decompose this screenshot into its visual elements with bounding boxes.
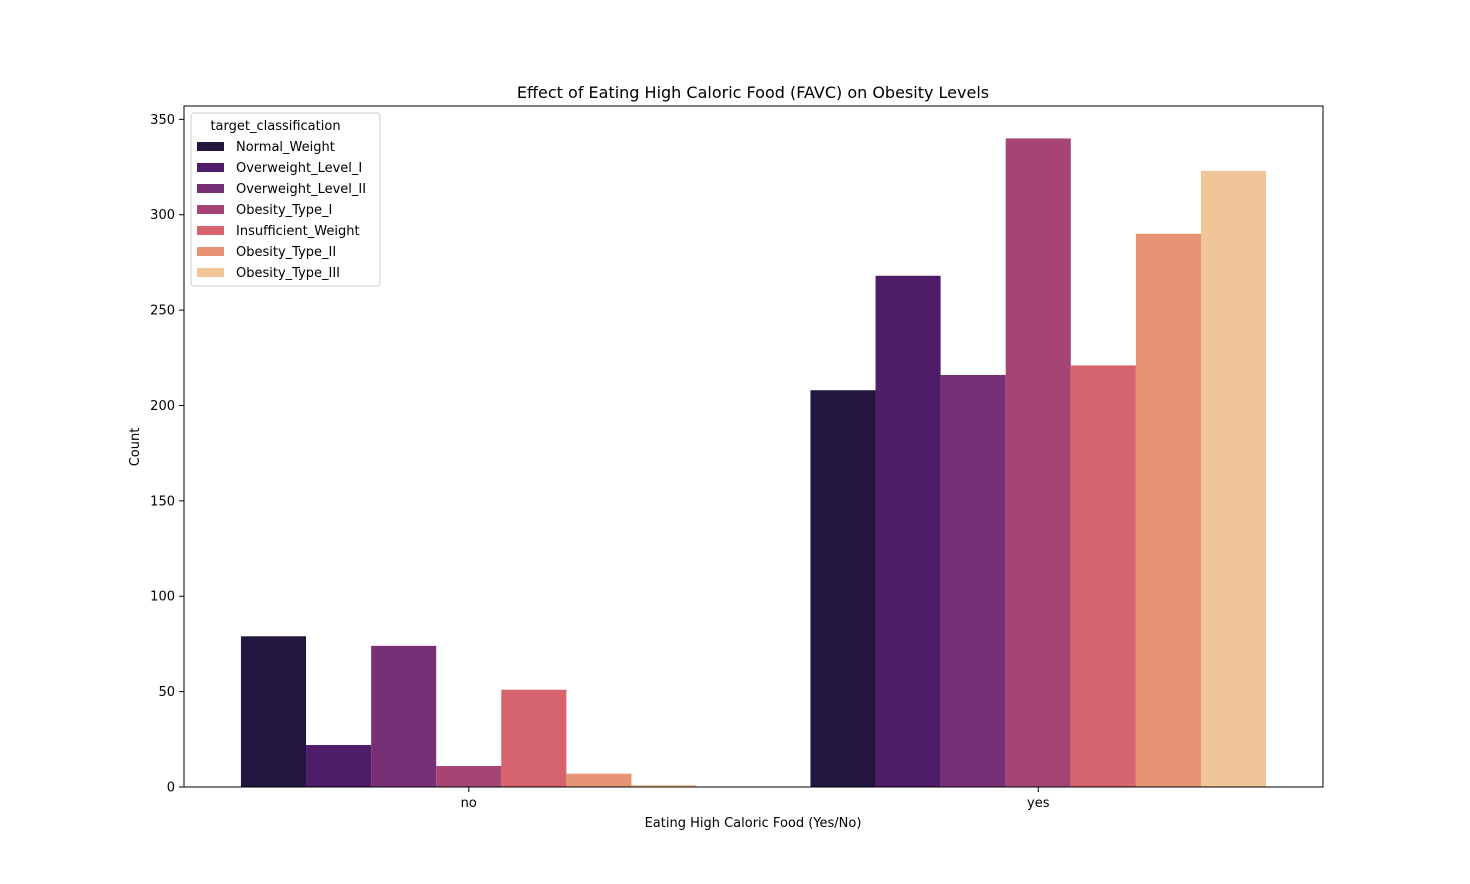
legend-swatch-Overweight_Level_I [197, 163, 224, 172]
bar-Overweight_Level_I-yes [875, 275, 941, 787]
y-tick-label-0: 0 [167, 781, 175, 796]
y-tick-label-100: 100 [150, 590, 175, 605]
legend: target_classification Normal_Weight Overwe… [190, 112, 381, 287]
y-axis: 0 50 100 150 200 250 300 350 [150, 113, 184, 796]
y-tick-label-250: 250 [150, 304, 175, 319]
y-axis-label: Count [128, 428, 143, 467]
legend-title: target_classification [210, 119, 340, 134]
plot-frame [183, 105, 1324, 788]
y-tick-label-50: 50 [158, 685, 175, 700]
x-axis-label: Eating High Caloric Food (Yes/No) [645, 816, 862, 831]
legend-swatch-Overweight_Level_II [197, 184, 224, 193]
bar-Obesity_Type_III-no [631, 785, 697, 787]
x-tick-label-no: no [461, 796, 477, 811]
legend-swatch-Insufficient_Weight [197, 226, 224, 235]
y-tick-label-200: 200 [150, 399, 175, 414]
bar-Normal_Weight-no [240, 636, 307, 787]
legend-label-Overweight_Level_I: Overweight_Level_I [236, 161, 362, 176]
bar-Insufficient_Weight-no [501, 689, 567, 787]
y-tick-label-350: 350 [150, 113, 175, 128]
legend-label-Normal_Weight: Normal_Weight [236, 140, 335, 155]
legend-label-Insufficient_Weight: Insufficient_Weight [236, 224, 360, 239]
bar-Obesity_Type_III-yes [1200, 170, 1267, 788]
y-tick-label-150: 150 [150, 494, 175, 509]
legend-swatch-Obesity_Type_III [197, 268, 224, 277]
legend-box [190, 112, 381, 287]
bars-group [240, 138, 1267, 788]
legend-label-Obesity_Type_III: Obesity_Type_III [236, 266, 340, 281]
legend-label-Obesity_Type_II: Obesity_Type_II [236, 245, 336, 260]
legend-label-Obesity_Type_I: Obesity_Type_I [236, 203, 332, 218]
x-axis: no yes [461, 787, 1050, 811]
legend-swatch-Obesity_Type_II [197, 247, 224, 256]
bar-Overweight_Level_I-no [306, 745, 372, 787]
bar-Obesity_Type_I-yes [1005, 138, 1071, 787]
bar-Normal_Weight-yes [810, 390, 876, 787]
bar-Overweight_Level_II-no [371, 645, 437, 787]
x-tick-label-yes: yes [1027, 796, 1050, 811]
y-tick-label-300: 300 [150, 208, 175, 223]
legend-label-Overweight_Level_II: Overweight_Level_II [236, 182, 366, 197]
bar-Overweight_Level_II-yes [940, 374, 1006, 787]
chart-title: Effect of Eating High Caloric Food (FAVC… [517, 83, 989, 102]
bar-Obesity_Type_I-no [436, 766, 502, 787]
bar-Insufficient_Weight-yes [1070, 365, 1136, 787]
legend-swatch-Normal_Weight [197, 142, 224, 151]
bar-Obesity_Type_II-yes [1135, 233, 1201, 787]
legend-swatch-Obesity_Type_I [197, 205, 224, 214]
bar-Obesity_Type_II-no [566, 773, 632, 787]
